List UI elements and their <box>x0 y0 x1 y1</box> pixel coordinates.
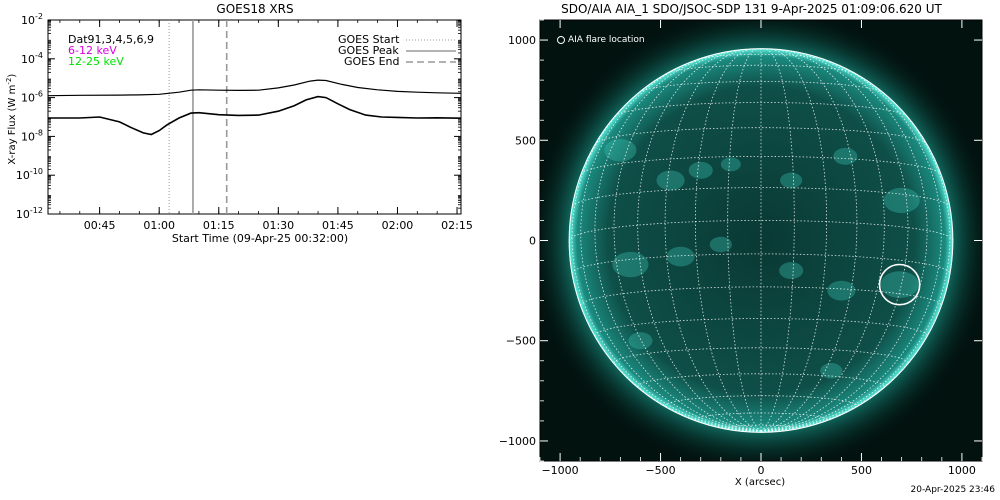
goes-info-line-1: Dat91,3,4,5,6,9 <box>68 33 154 46</box>
x-tick-label: 01:45 <box>322 219 354 232</box>
latitude-gridline <box>595 127 927 144</box>
longitude-gridline <box>760 51 928 432</box>
goes-info-line-2: 6-12 keV <box>68 44 117 57</box>
goes-series-1 <box>47 79 462 97</box>
active-region-patch <box>666 246 695 267</box>
aia-x-tick-label: 0 <box>758 464 765 477</box>
aia-x-tick-label: −500 <box>645 464 675 477</box>
goes-title: GOES18 XRS <box>216 2 294 16</box>
goes-info-line-3: 12-25 keV <box>68 55 124 68</box>
active-region-patch <box>779 262 804 280</box>
solar-limb <box>568 48 954 433</box>
legend-goes-end-label: GOES End <box>344 55 400 68</box>
x-tick-label: 02:00 <box>382 219 414 232</box>
x-tick-label: 01:15 <box>203 219 235 232</box>
x-tick-label: 01:00 <box>143 219 175 232</box>
goes-series-2 <box>48 95 462 136</box>
longitude-gridline <box>637 49 762 432</box>
aia-legend-label: AIA flare location <box>568 35 645 45</box>
longitude-gridline <box>760 48 795 432</box>
active-region-patch <box>780 172 803 189</box>
longitude-gridline <box>580 56 762 432</box>
latitude-gridline <box>637 373 885 387</box>
active-region-patch <box>688 161 713 179</box>
longitude-gridline <box>571 78 762 432</box>
longitude-gridline <box>760 48 858 432</box>
aia-legend-circle-icon <box>557 36 565 44</box>
longitude-gridline <box>727 48 762 432</box>
active-region-patch <box>709 236 732 253</box>
active-region-patch <box>656 170 685 191</box>
aia-title: SDO/AIA AIA_1 SDO/JSOC-SDP 131 9-Apr-202… <box>561 2 942 16</box>
active-region-patch <box>833 147 858 165</box>
aia-x-tick-label: 1000 <box>948 464 976 477</box>
flare-location-circle <box>878 263 921 306</box>
latitude-gridline <box>638 80 884 93</box>
aia-y-tick-label: −500 <box>506 335 536 348</box>
active-region-patch <box>604 139 637 162</box>
longitude-gridline <box>760 48 828 432</box>
latitude-gridline <box>580 156 942 175</box>
aia-y-tick-label: 0 <box>529 235 536 248</box>
aia-x-axis-label: X (arcsec) <box>734 477 786 488</box>
active-region-patch <box>720 157 741 172</box>
active-region-patch <box>820 363 843 379</box>
aia-x-tick-label: −1000 <box>541 464 578 477</box>
latitude-gridline <box>667 64 855 74</box>
aia-y-tick-label: 500 <box>515 134 536 147</box>
active-region-patch <box>612 251 649 278</box>
solar-disk <box>569 48 953 433</box>
aia-y-tick-label: 1000 <box>508 34 536 47</box>
aia-y-tick-label: −1000 <box>499 435 536 448</box>
active-region-patch <box>628 332 653 350</box>
latitude-gridline <box>568 219 954 241</box>
active-region-patch <box>883 187 920 214</box>
longitude-gridline <box>568 240 762 432</box>
x-tick-label: 02:15 <box>441 219 473 232</box>
goes-plot-frame <box>47 19 462 215</box>
longitude-gridline <box>694 48 762 432</box>
longitude-gridline <box>594 51 762 432</box>
longitude-gridline <box>664 48 762 432</box>
aia-x-tick-label: 500 <box>851 464 872 477</box>
aia-image-area <box>540 20 982 461</box>
active-region-patch <box>880 271 919 298</box>
longitude-gridline <box>760 240 954 432</box>
longitude-gridline <box>760 56 942 432</box>
latitude-gridline <box>614 102 908 117</box>
goes-x-axis-label: Start Time (09-Apr-25 00:32:00) <box>171 232 349 245</box>
longitude-gridline <box>760 78 951 432</box>
footer-timestamp: 20-Apr-2025 23:46 <box>910 485 995 495</box>
latitude-gridline <box>613 347 909 364</box>
legend-goes-peak-label: GOES Peak <box>338 44 399 57</box>
active-region-patch <box>827 280 856 301</box>
longitude-gridline <box>760 49 885 432</box>
x-tick-label: 01:30 <box>262 219 294 232</box>
latitude-gridline <box>664 395 858 406</box>
legend-goes-start-label: GOES Start <box>338 33 400 46</box>
x-tick-label: 00:45 <box>84 219 116 232</box>
